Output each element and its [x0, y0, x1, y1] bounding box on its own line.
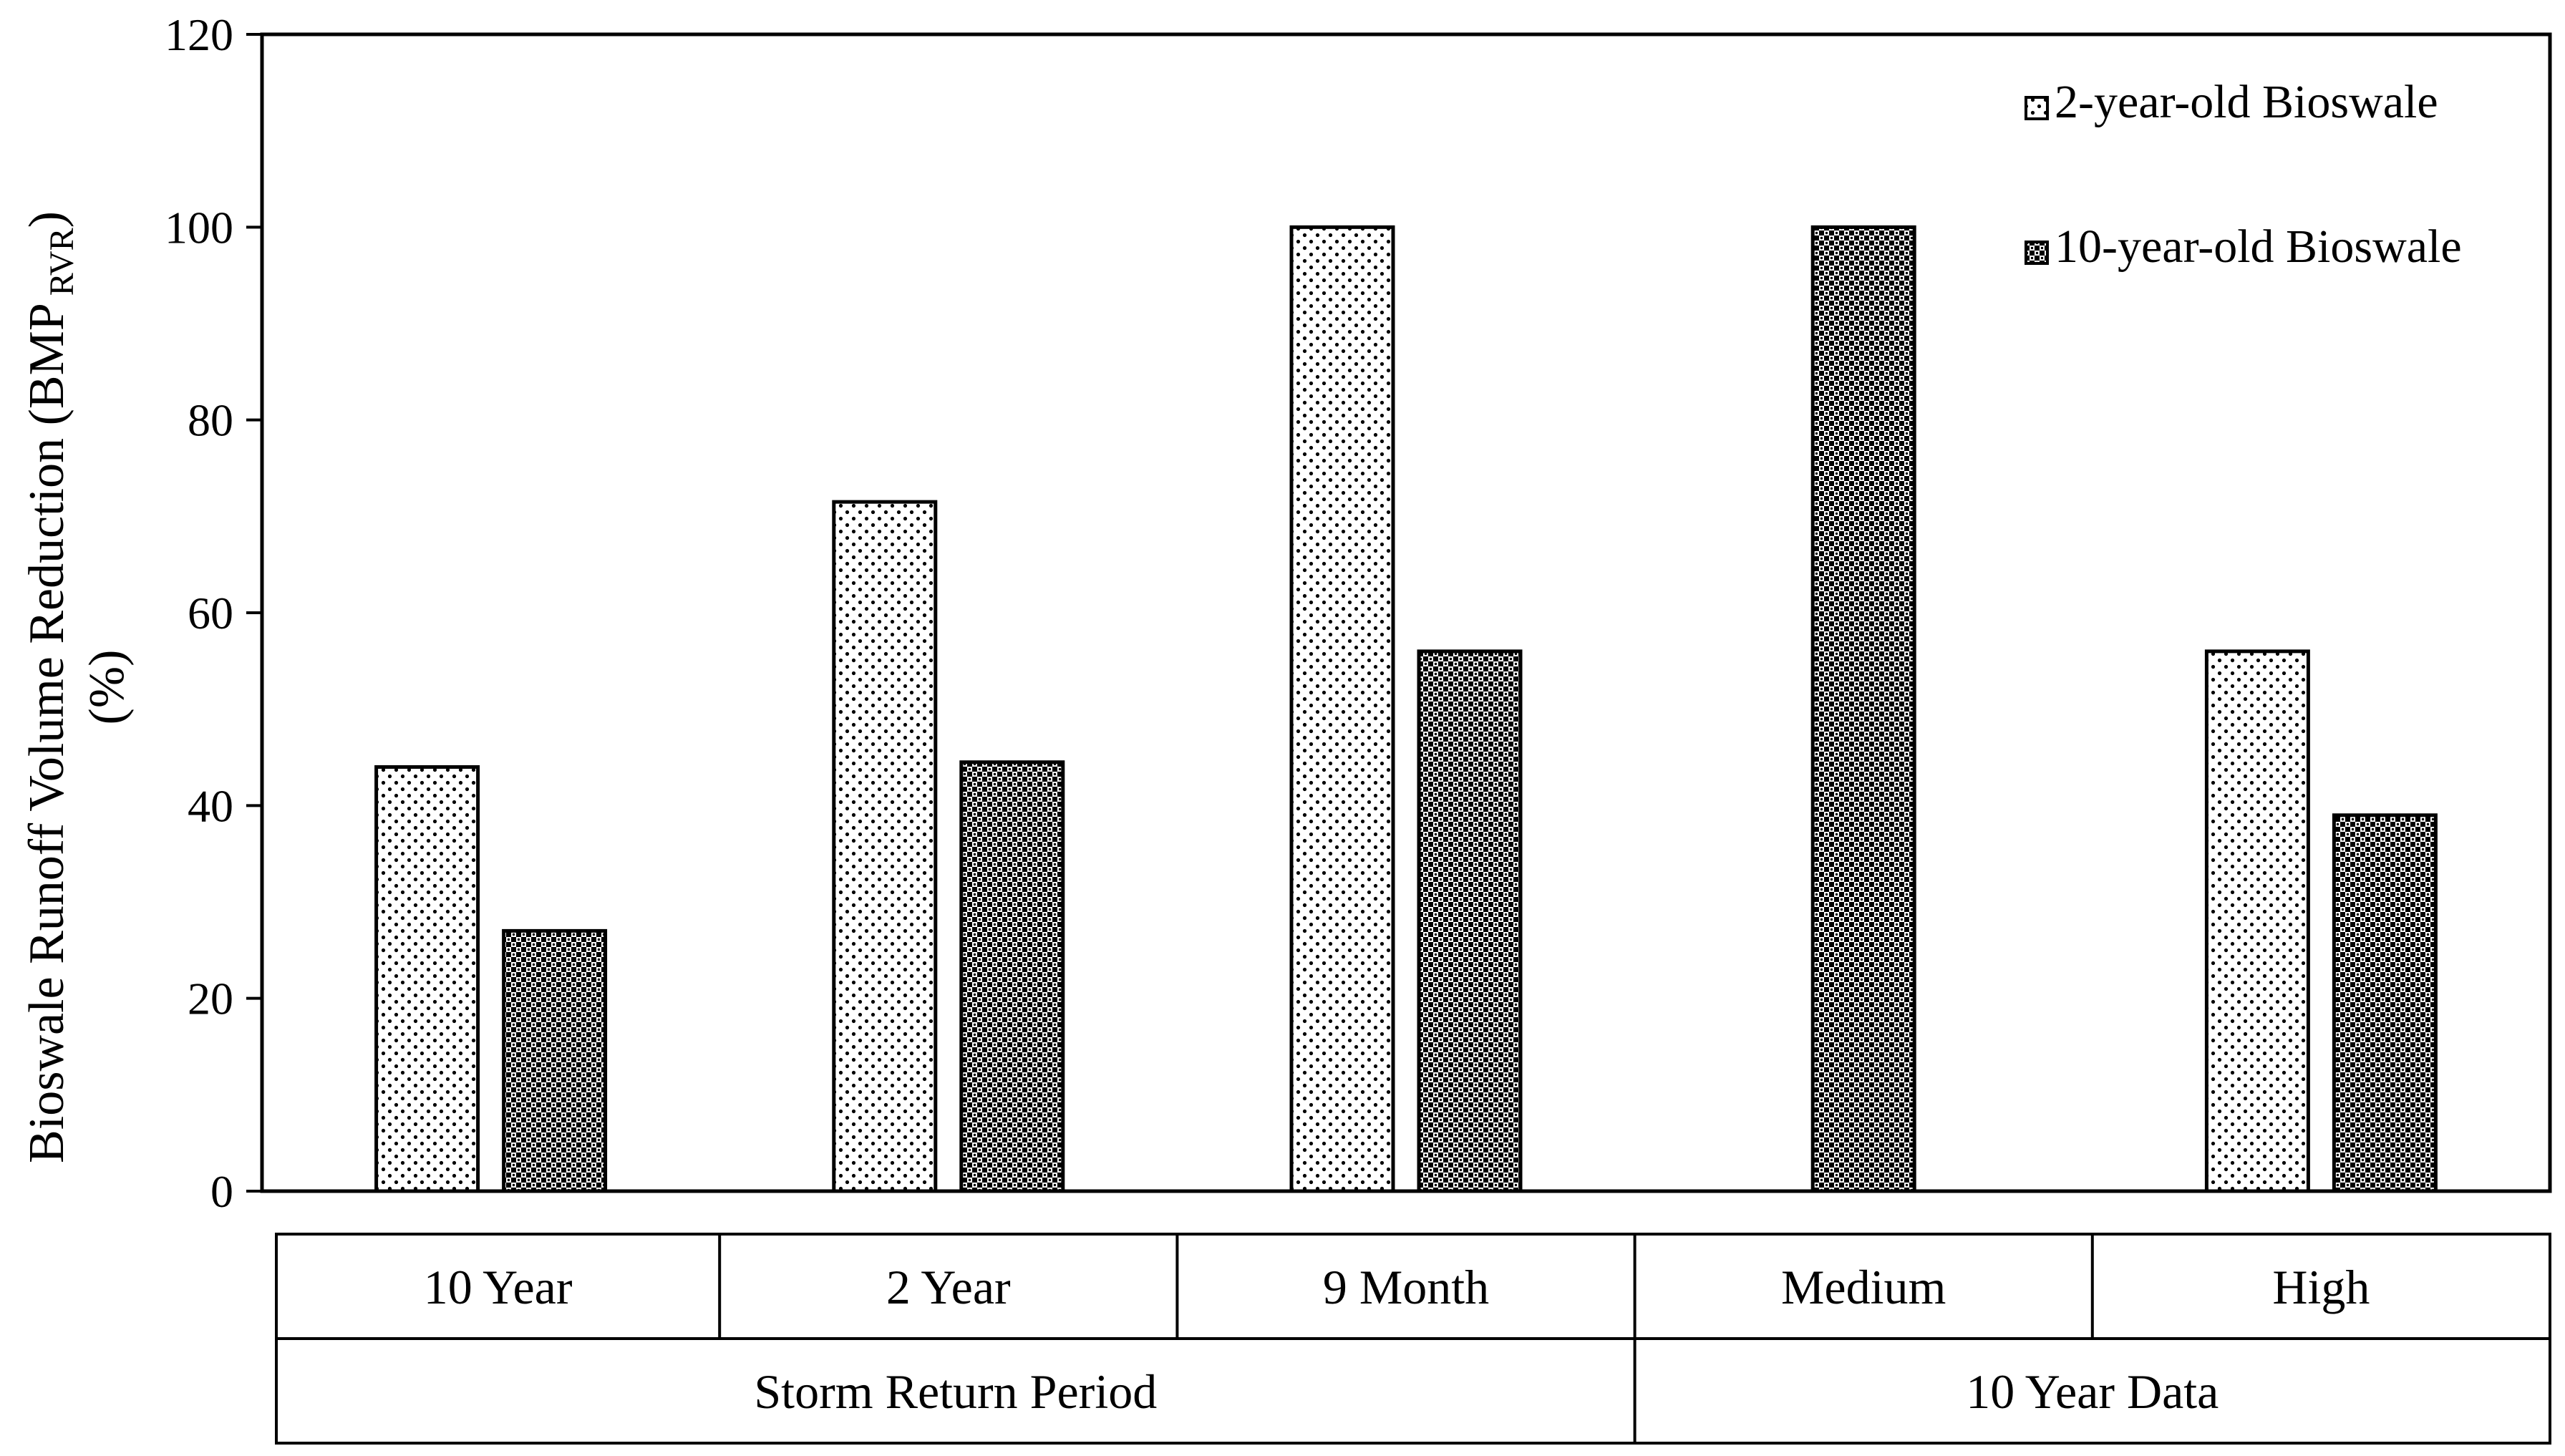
bar-ten-year-old-3: [1810, 225, 1916, 1193]
category-group-label: 10 Year Data: [1966, 1364, 2219, 1419]
y-axis-title: Bioswale Runoff Volume Reduction (BMP RVR…: [19, 211, 135, 1163]
bar-two-year-old-4: [2204, 649, 2310, 1193]
y-axis-title-line1: Bioswale Runoff Volume Reduction (BMP RVR…: [19, 211, 81, 1163]
bar-two-year-old-0: [374, 765, 480, 1193]
bar-ten-year-old-0: [502, 928, 608, 1193]
bars: [374, 225, 2438, 1193]
y-tick-label: 120: [165, 9, 233, 60]
y-axis-title-line2: (%): [79, 650, 135, 725]
category-label: High: [2272, 1260, 2370, 1314]
category-label: 9 Month: [1323, 1260, 1489, 1314]
legend-label: 10-year-old Bioswale: [2055, 220, 2462, 273]
bar-ten-year-old-2: [1417, 649, 1523, 1193]
y-tick-label: 80: [188, 395, 233, 446]
y-tick-label: 100: [165, 202, 233, 253]
bar-ten-year-old-4: [2332, 813, 2438, 1193]
category-table: 10 Year 2 Year 9 Month Medium High Storm Retu…: [275, 1233, 2551, 1445]
legend-swatch: [2025, 241, 2049, 265]
category-label: 2 Year: [886, 1260, 1011, 1314]
y-tick-label: 40: [188, 780, 233, 831]
y-tick-label: 20: [188, 974, 233, 1024]
legend: 2-year-old Bioswale 10-year-old Bioswale: [2025, 76, 2462, 273]
bar-ten-year-old-1: [959, 760, 1065, 1193]
legend-label: 2-year-old Bioswale: [2055, 76, 2438, 128]
y-axis-title-main: Bioswale Runoff Volume Reduction (BMP: [19, 303, 74, 1163]
y-tick-label: 0: [210, 1166, 233, 1217]
y-axis-title-close: ): [19, 211, 74, 228]
y-axis: 0 20 40 60 80 100 120: [165, 9, 262, 1217]
y-axis-title-subscript: RVR: [43, 228, 81, 296]
y-tick-label: 60: [188, 588, 233, 639]
legend-swatch: [2025, 96, 2049, 120]
category-group-label: Storm Return Period: [754, 1364, 1157, 1419]
category-label: Medium: [1781, 1260, 1946, 1314]
category-label: 10 Year: [424, 1260, 573, 1314]
bar-two-year-old-1: [832, 500, 938, 1193]
bar-two-year-old-2: [1289, 225, 1395, 1193]
